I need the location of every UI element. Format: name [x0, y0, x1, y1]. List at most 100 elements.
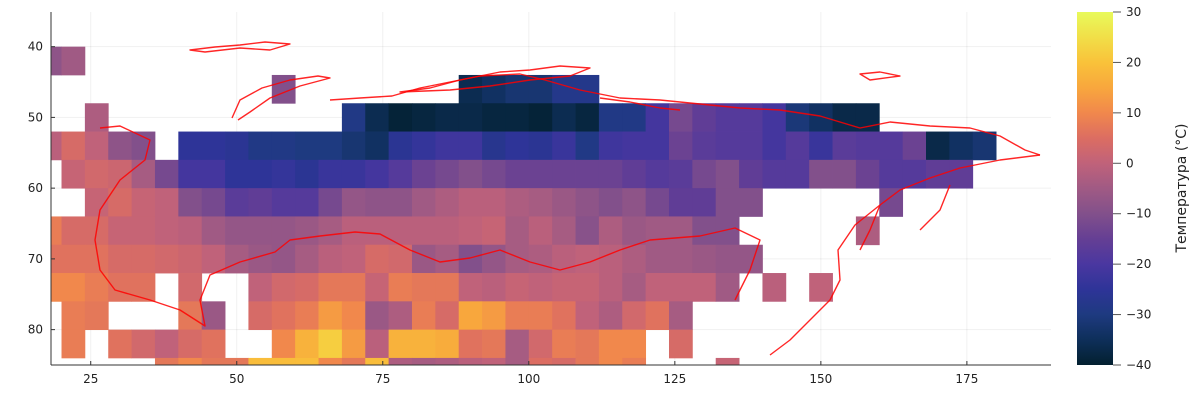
heatmap-cell: [482, 216, 506, 246]
heatmap-cell: [482, 103, 506, 132]
heatmap-cell: [505, 301, 530, 331]
heatmap-cell: [458, 131, 483, 161]
heatmap-cell: [411, 216, 436, 246]
heatmap-cell: [61, 216, 86, 246]
heatmap-cell: [832, 103, 857, 132]
heatmap-cell: [108, 244, 133, 274]
heatmap-cell: [458, 273, 483, 302]
heatmap-cell: [61, 273, 86, 302]
heatmap-cell: [505, 357, 530, 366]
heatmap-cell: [645, 159, 670, 189]
heatmap-cell: [809, 159, 833, 189]
x-tick-label: 75: [375, 372, 390, 386]
heatmap-cell: [341, 301, 366, 331]
heatmap-cell: [482, 188, 506, 217]
heatmap-cell: [809, 273, 833, 302]
heatmap-cell: [785, 131, 810, 161]
heatmap-cell: [645, 244, 670, 274]
heatmap-cell: [855, 159, 880, 189]
heatmap-cell: [51, 131, 62, 161]
heatmap-cell: [739, 131, 763, 161]
heatmap-cell: [84, 103, 109, 132]
heatmap-cell: [365, 273, 390, 302]
heatmap-cell: [458, 244, 483, 274]
heatmap-cell: [482, 301, 506, 331]
heatmap-cell: [435, 131, 460, 161]
heatmap-cell: [505, 131, 530, 161]
heatmap-cell: [482, 273, 506, 302]
colorbar-tick-label: −20: [1126, 257, 1151, 271]
heatmap-cell: [225, 244, 249, 274]
heatmap-cell: [295, 244, 319, 274]
heatmap-cell: [318, 357, 343, 366]
heatmap-cell: [528, 74, 553, 104]
heatmap-cell: [645, 103, 670, 132]
heatmap-cell: [154, 329, 179, 359]
heatmap-cell: [832, 131, 857, 161]
colorbar: 30 20 10 0 −10 −20 −30 −40 Температура (°C): [1077, 5, 1190, 372]
heatmap-cell: [739, 159, 763, 189]
heatmap-cell: [84, 131, 109, 161]
heatmap-cell: [341, 103, 366, 132]
x-tick-label: 150: [809, 372, 832, 386]
heatmap-cell: [575, 216, 600, 246]
heatmap-cell: [528, 131, 553, 161]
heatmap-cell: [154, 188, 179, 217]
heatmap-cell: [598, 159, 623, 189]
heatmap-cell: [926, 159, 950, 189]
colorbar-ticks: 30 20 10 0 −10 −20 −30 −40: [1113, 5, 1151, 372]
heatmap-cell: [388, 301, 413, 331]
heatmap-cell: [645, 301, 670, 331]
heatmap-cell: [318, 188, 343, 217]
heatmap-cell: [51, 273, 62, 302]
heatmap-cell: [271, 159, 296, 189]
heatmap-cell: [482, 159, 506, 189]
heatmap-cell: [552, 103, 576, 132]
heatmap-cell: [131, 159, 156, 189]
heatmap-cell: [318, 131, 343, 161]
heatmap-cell: [365, 301, 390, 331]
heatmap-cell: [178, 131, 203, 161]
x-tick-labels: 25 50 75 100 125 150 175: [83, 361, 978, 386]
y-tick-label: 80: [28, 323, 43, 337]
heatmap-cell: [201, 329, 226, 359]
heatmap-cell: [622, 188, 647, 217]
heatmap-cell: [411, 329, 436, 359]
heatmap-cell: [692, 244, 717, 274]
heatmap-cell: [201, 216, 226, 246]
heatmap-cell: [458, 103, 483, 132]
heatmap-cell: [435, 188, 460, 217]
heatmap-cell: [622, 301, 647, 331]
heatmap-cell: [365, 216, 390, 246]
heatmap-cell: [598, 244, 623, 274]
heatmap-cell: [341, 357, 366, 366]
heatmap-cell: [482, 329, 506, 359]
heatmap-cell: [528, 273, 553, 302]
heatmap-cell: [248, 273, 273, 302]
heatmap-cell: [201, 188, 226, 217]
heatmap-cell: [622, 216, 647, 246]
heatmap-cell: [411, 301, 436, 331]
heatmap-cell: [482, 244, 506, 274]
heatmap-cell: [178, 273, 203, 302]
heatmap-cell: [598, 216, 623, 246]
colorbar-gradient: [1077, 12, 1113, 365]
heatmap-cell: [51, 216, 62, 246]
heatmap-cell: [762, 131, 787, 161]
x-tick-label: 125: [663, 372, 686, 386]
colorbar-tick-label: −10: [1126, 207, 1151, 221]
heatmap-cell: [598, 329, 623, 359]
heatmap-cell: [154, 159, 179, 189]
heatmap-cell: [411, 273, 436, 302]
heatmap-cell: [598, 273, 623, 302]
heatmap-cell: [61, 46, 86, 76]
heatmap-cell: [458, 188, 483, 217]
heatmap-cell: [411, 159, 436, 189]
heatmap-cell: [84, 273, 109, 302]
heatmap-cell: [271, 329, 296, 359]
coastline-arctic: [231, 73, 1041, 156]
heatmap-cell: [388, 188, 413, 217]
heatmap-cell: [949, 159, 974, 189]
colorbar-tick-label: −40: [1126, 358, 1151, 372]
